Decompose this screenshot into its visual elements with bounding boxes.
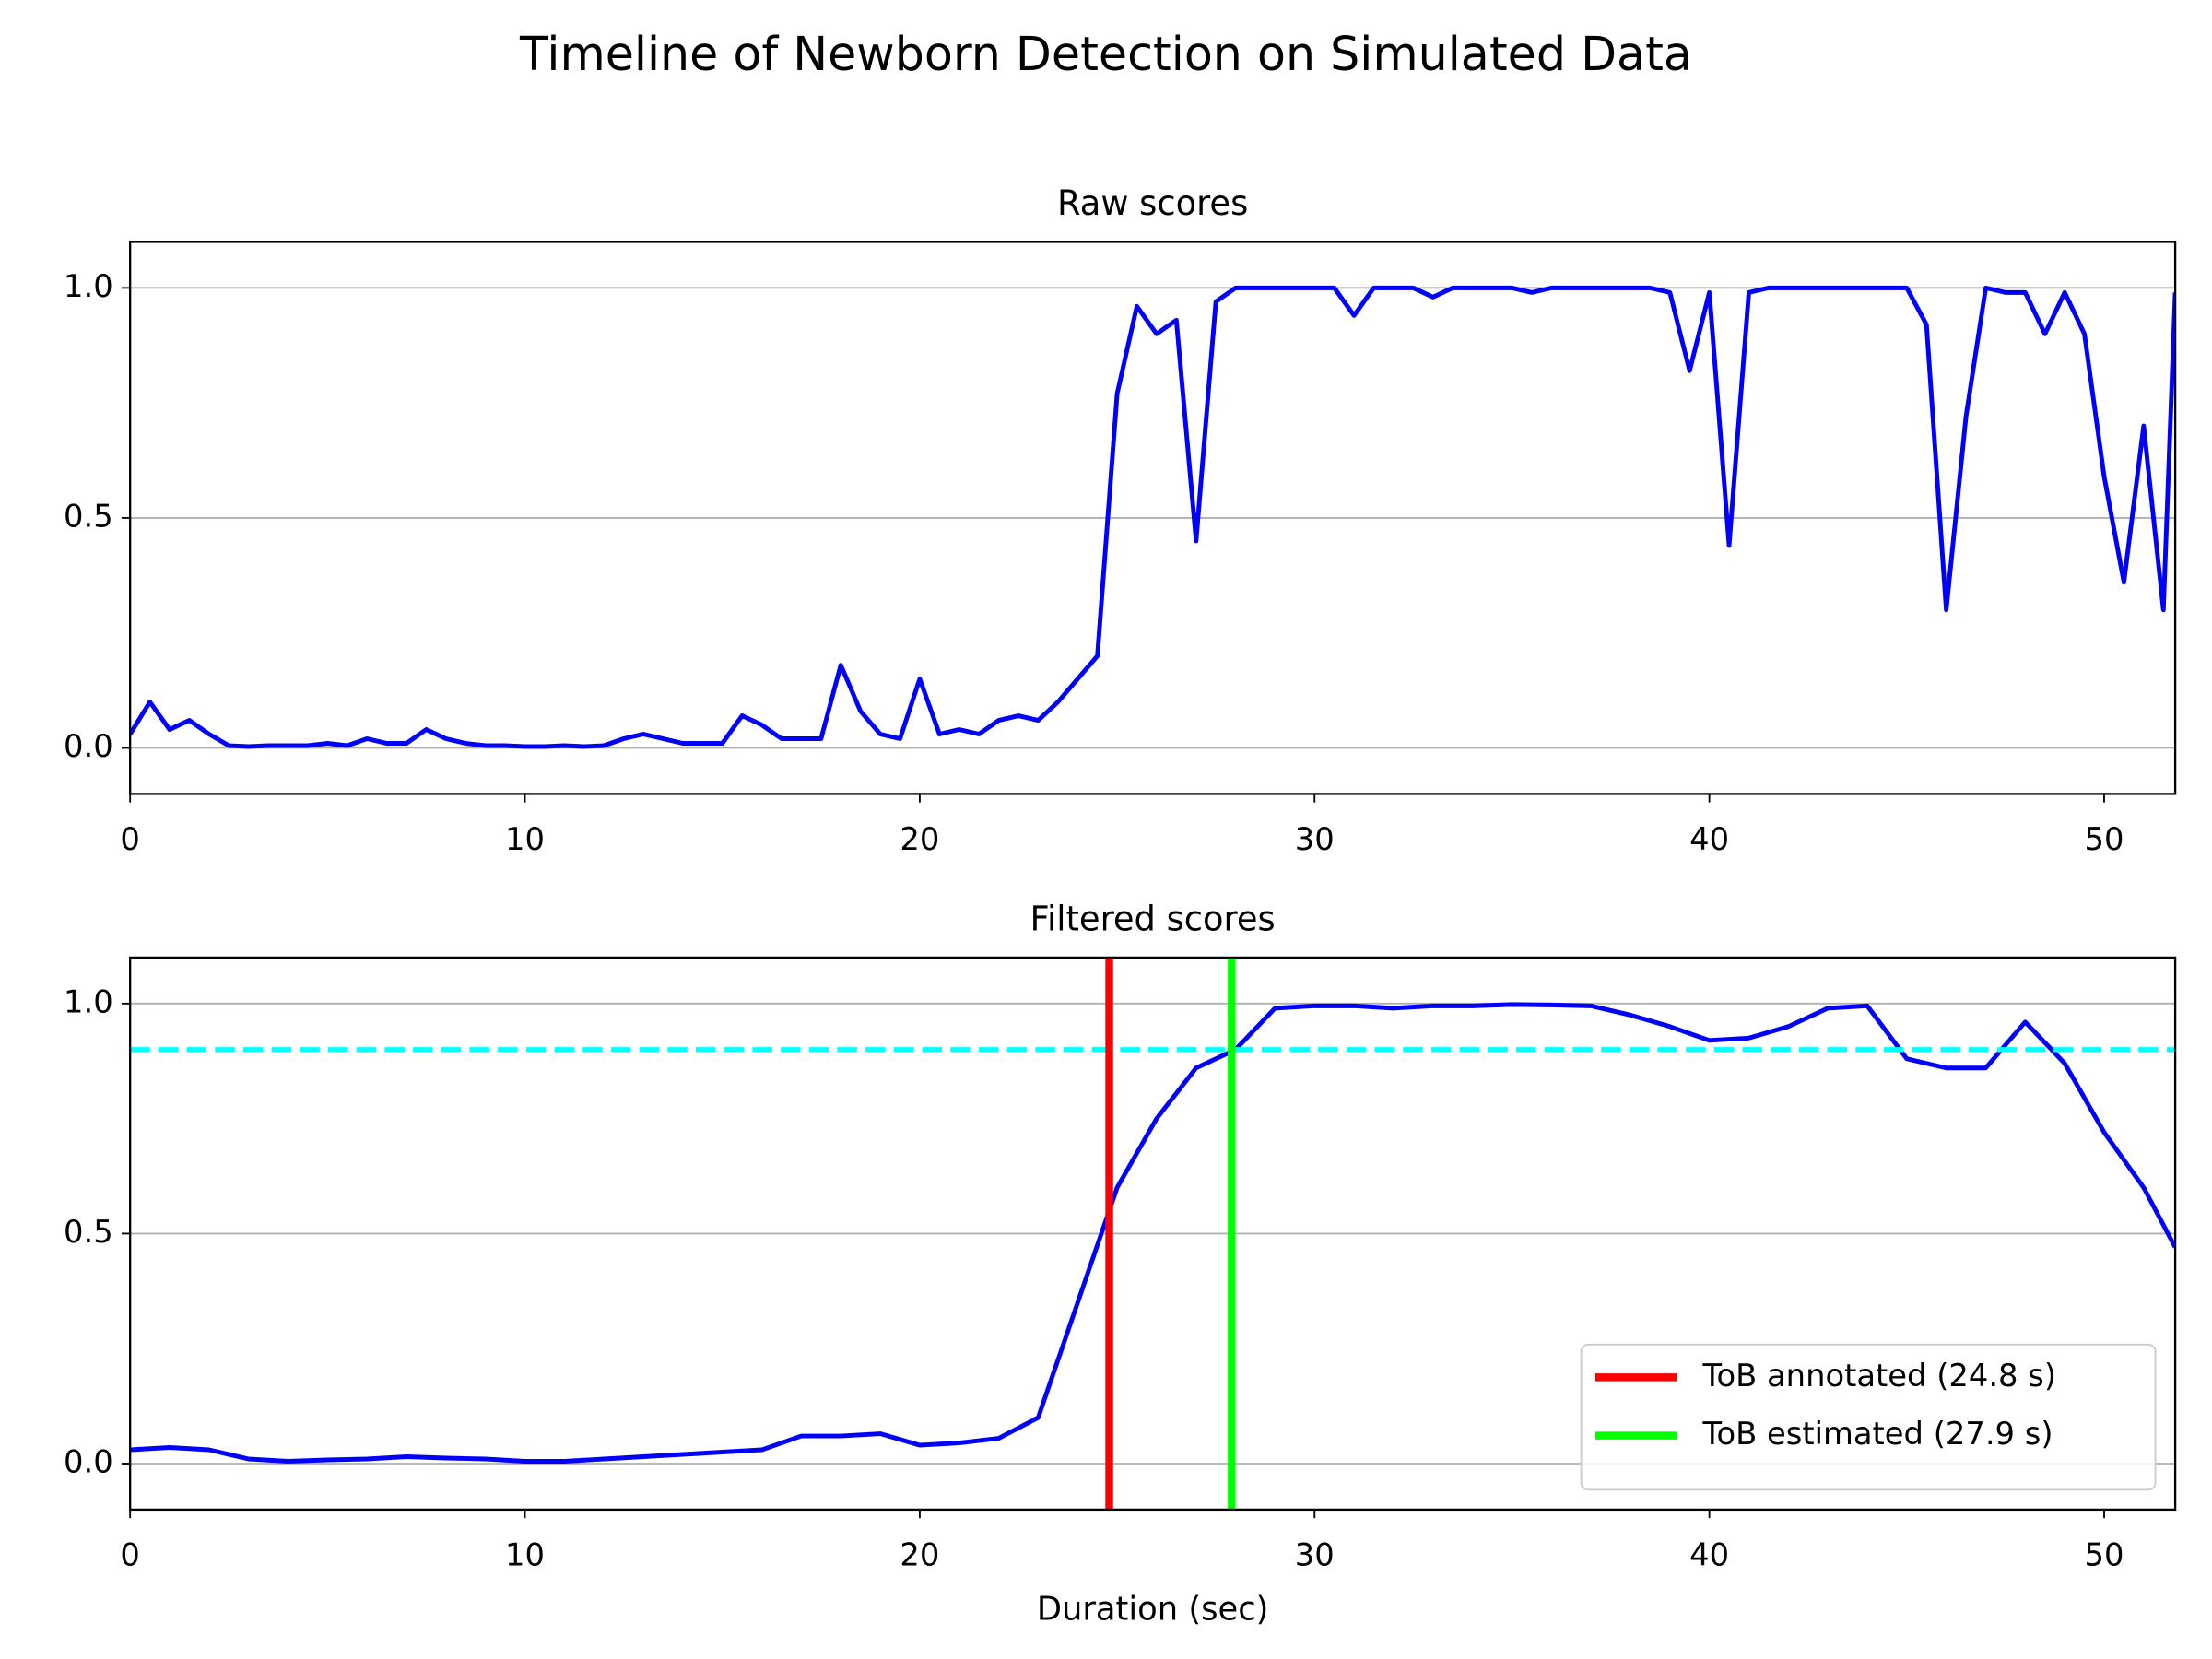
x-tick-label: 50 [2085, 1536, 2124, 1572]
x-tick-label: 40 [1689, 1536, 1729, 1572]
legend-label: ToB annotated (24.8 s) [1702, 1358, 2056, 1394]
legend-box [1580, 1343, 2157, 1491]
y-tick-label: 0.0 [64, 728, 113, 764]
x-tick-label: 40 [1689, 821, 1729, 857]
x-tick-label: 50 [2085, 821, 2124, 857]
x-tick-label: 10 [505, 821, 545, 857]
x-tick-label: 10 [505, 1536, 545, 1572]
figure-title: Timeline of Newborn Detection on Simulat… [519, 27, 1692, 81]
score-line [130, 285, 2176, 749]
axes-frame [129, 956, 2177, 1512]
x-tick-label: 30 [1295, 821, 1335, 857]
legend-label: ToB estimated (27.9 s) [1702, 1416, 2053, 1452]
y-tick-label: 0.0 [64, 1443, 113, 1479]
subplot-title: Filtered scores [1030, 899, 1276, 938]
x-tick-label: 0 [120, 1536, 139, 1572]
x-tick-label: 20 [900, 821, 939, 857]
x-axis-label: Duration (sec) [1037, 1590, 1268, 1628]
x-tick-label: 20 [900, 1536, 939, 1572]
x-tick-label: 30 [1295, 1536, 1335, 1572]
y-tick-label: 1.0 [64, 268, 113, 304]
axes-frame [129, 241, 2177, 795]
subplot-title: Raw scores [1057, 183, 1248, 223]
y-tick-label: 0.5 [64, 498, 113, 534]
y-tick-label: 1.0 [64, 983, 113, 1019]
y-tick-label: 0.5 [64, 1214, 113, 1250]
score-line [130, 1002, 2176, 1464]
x-tick-label: 0 [120, 821, 139, 857]
